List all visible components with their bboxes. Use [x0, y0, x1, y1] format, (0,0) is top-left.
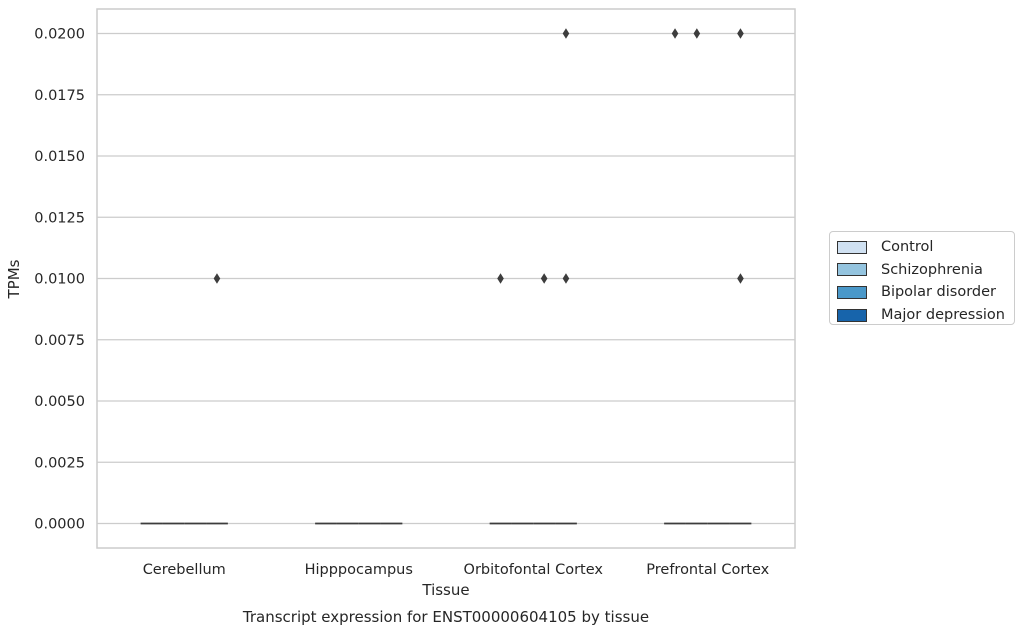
legend-label: Major depression [881, 307, 1005, 324]
legend-swatch [837, 240, 867, 254]
y-tick-label: 0.0050 [34, 394, 85, 410]
legend-item: Major depression [837, 304, 1014, 327]
outlier-point [562, 28, 570, 39]
y-tick-label: 0.0025 [34, 455, 85, 471]
outlier-point [213, 273, 221, 284]
outlier-point [737, 273, 744, 284]
legend-swatch [837, 285, 867, 299]
legend-item: Schizophrenia [837, 259, 1014, 282]
box-marks [140, 28, 752, 525]
x-axis-label: Tissue [421, 581, 469, 599]
y-tick-label: 0.0125 [34, 210, 85, 226]
gridlines [97, 32, 795, 525]
legend-swatch [837, 263, 867, 277]
legend-swatch [837, 308, 867, 322]
y-tick-label: 0.0000 [34, 517, 85, 533]
y-tick-labels: 0.0000 0.0025 0.0050 0.0075 0.0100 0.0125 0.01… [34, 27, 85, 533]
legend-item: Bipolar disorder [837, 281, 1014, 304]
legend-label: Control [881, 239, 934, 256]
x-tick-label: Hipppocampus [305, 562, 413, 578]
outlier-point [671, 28, 679, 39]
legend-label: Schizophrenia [881, 261, 983, 278]
outlier-point [497, 273, 504, 284]
outlier-point [693, 28, 701, 39]
chart-title: Transcript expression for ENST0000060410… [242, 608, 649, 626]
plot-frame [96, 8, 796, 549]
y-tick-label: 0.0100 [34, 272, 85, 288]
y-tick-label: 0.0150 [34, 149, 85, 165]
y-tick-label: 0.0200 [34, 27, 85, 43]
legend-item: Control [837, 236, 1014, 259]
x-tick-labels: Cerebellum Hipppocampus Orbitofontal Corte… [143, 562, 770, 578]
legend-label: Bipolar disorder [881, 284, 996, 301]
x-tick-label: Cerebellum [143, 562, 226, 578]
y-tick-label: 0.0175 [34, 88, 85, 104]
outlier-point [737, 28, 744, 39]
y-tick-label: 0.0075 [34, 333, 85, 349]
x-tick-label: Orbitofontal Cortex [464, 562, 604, 578]
legend: Control Schizophrenia Bipolar disorder Majo… [829, 231, 1015, 325]
y-axis-label: TPMs [5, 259, 23, 299]
outlier-point [540, 273, 548, 284]
outlier-point [562, 273, 570, 284]
x-tick-label: Prefrontal Cortex [646, 562, 769, 578]
